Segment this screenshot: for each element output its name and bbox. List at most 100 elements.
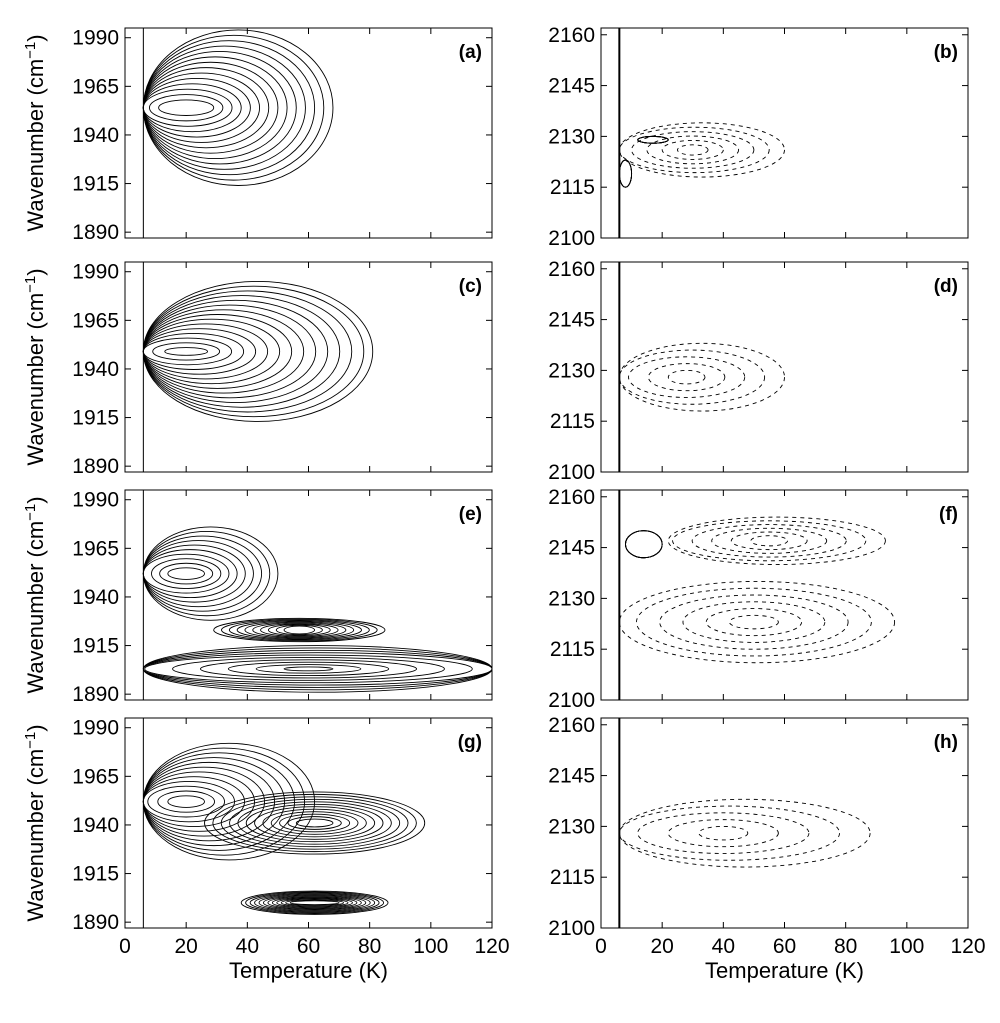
contour-line: [236, 620, 362, 640]
contour-line: [677, 144, 709, 156]
contour-line: [245, 803, 384, 843]
contour-line: [142, 77, 251, 138]
contour-line: [295, 818, 334, 828]
y-axis-title: Wavenumber (cm−1): [22, 496, 48, 693]
contour-line: [618, 122, 785, 178]
x-tick-label: 40: [712, 935, 735, 958]
contour-lines: [618, 262, 785, 472]
y-tick-label: 2115: [550, 638, 595, 661]
contour-line: [142, 83, 242, 133]
panel-label: (e): [459, 504, 482, 525]
contour-line: [164, 347, 209, 356]
contour-line: [213, 617, 386, 643]
y-tick-label: 2130: [548, 815, 595, 838]
plot-frame: [600, 261, 969, 473]
panel-c: 1890 1915 1940 1965 1990 (c) Wavenumber (cm−1): [22, 261, 493, 478]
x-tick-label: 0: [595, 935, 607, 958]
contour-line: [267, 895, 362, 910]
contour-line: [144, 654, 473, 684]
plot-frame: [124, 261, 493, 473]
y-tick-label: 1965: [72, 765, 119, 788]
contour-line: [142, 553, 230, 594]
contour-lines: [618, 490, 896, 700]
contour-line: [212, 793, 417, 853]
panel-label: (a): [459, 42, 482, 63]
contour-line: [262, 808, 367, 838]
contour-line: [142, 544, 246, 603]
contour-line: [142, 280, 374, 422]
contour-line: [267, 623, 331, 637]
contour-line: [227, 661, 390, 677]
y-tick-label: 2115: [550, 176, 595, 199]
contour-line: [730, 531, 808, 551]
x-tick-label: 80: [358, 935, 381, 958]
contour-line: [142, 535, 263, 612]
contour-lines: [142, 28, 334, 238]
contour-lines: [618, 718, 871, 928]
contour-line: [287, 816, 342, 830]
panel-label: (b): [934, 42, 958, 63]
y-tick-label: 1990: [72, 489, 119, 512]
contour-line: [667, 369, 706, 385]
contour-line: [270, 811, 359, 835]
contour-line: [254, 893, 376, 913]
y-tick-label: 1890: [72, 911, 119, 934]
y-tick-label: 2160: [548, 486, 595, 509]
y-tick-label: 1940: [72, 124, 119, 147]
contour-line: [147, 785, 225, 818]
y-tick-label: 2100: [548, 227, 595, 250]
y-tick-label: 2130: [548, 587, 595, 610]
contour-line: [142, 752, 296, 851]
contour-line: [142, 776, 246, 827]
contour-line: [682, 601, 826, 643]
y-tick-label: 2115: [550, 866, 595, 889]
y-tick-label: 2145: [548, 309, 595, 332]
contour-line: [711, 527, 828, 554]
y-tick-label: 2145: [548, 765, 595, 788]
contour-line: [142, 67, 270, 149]
contour-line: [142, 757, 286, 847]
panel-g: 1890 1915 1940 1965 1990 0 20 40 60 80 100 120 (g) Wa…: [22, 717, 510, 983]
y-tick-label: 1990: [72, 717, 119, 740]
x-tick-label: 100: [889, 935, 924, 958]
contour-line: [159, 562, 214, 585]
contour-line: [172, 656, 445, 681]
contour-lines: [142, 262, 374, 472]
contour-line: [142, 45, 306, 170]
contour-lines: [142, 490, 492, 700]
x-tick-label: 100: [413, 935, 448, 958]
y-tick-label: 1915: [72, 173, 119, 196]
contour-line: [275, 624, 323, 636]
contour-line: [659, 594, 849, 650]
contour-line: [271, 896, 358, 909]
contour-line: [646, 135, 740, 165]
y-tick-label: 2145: [548, 75, 595, 98]
contour-line: [647, 363, 726, 392]
contour-line: [750, 535, 789, 547]
contour-line: [249, 892, 380, 914]
contour-line: [142, 337, 233, 366]
contour-line: [279, 813, 351, 833]
plot-frame: [600, 27, 969, 239]
plot-frame: [124, 489, 493, 701]
contour-line: [229, 798, 401, 848]
contour-line: [142, 314, 293, 389]
panel-label: (d): [934, 276, 958, 297]
contour-line: [636, 587, 872, 657]
x-tick-label: 60: [297, 935, 320, 958]
contour-line: [167, 795, 205, 808]
panel-e: 1890 1915 1940 1965 1990 (e) Wavenumber (cm−1): [22, 489, 493, 706]
plot-frame: [600, 717, 969, 929]
contour-line: [142, 56, 288, 160]
y-axis-title: Wavenumber (cm−1): [22, 724, 48, 921]
contour-line: [263, 895, 367, 911]
contour-line: [237, 801, 392, 845]
x-tick-label: 120: [950, 935, 985, 958]
contour-line: [142, 649, 492, 688]
contour-line: [283, 625, 316, 635]
contour-line: [142, 72, 261, 143]
contour-line: [199, 659, 418, 679]
y-tick-label: 2160: [548, 258, 595, 281]
contour-line: [244, 621, 355, 639]
